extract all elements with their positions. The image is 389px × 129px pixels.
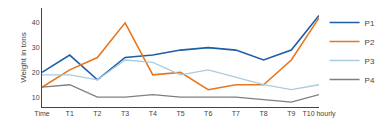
svg-text:Time: Time <box>34 110 49 117</box>
svg-text:T8: T8 <box>260 110 268 117</box>
svg-text:Weight in tons: Weight in tons <box>19 32 28 83</box>
svg-text:P4: P4 <box>365 76 375 85</box>
svg-text:T10 hourly: T10 hourly <box>302 110 336 118</box>
svg-text:T4: T4 <box>149 110 157 117</box>
svg-text:10: 10 <box>32 94 40 101</box>
svg-text:P3: P3 <box>365 57 375 66</box>
svg-text:P2: P2 <box>365 38 375 47</box>
svg-text:30: 30 <box>32 44 40 51</box>
svg-text:40: 40 <box>32 19 40 26</box>
svg-text:T5: T5 <box>176 110 184 117</box>
svg-text:T6: T6 <box>204 110 212 117</box>
svg-text:T1: T1 <box>66 110 74 117</box>
svg-text:T2: T2 <box>93 110 101 117</box>
svg-text:T9: T9 <box>287 110 295 117</box>
svg-text:P1: P1 <box>365 19 375 28</box>
svg-text:20: 20 <box>32 69 40 76</box>
svg-text:T3: T3 <box>121 110 129 117</box>
svg-text:T7: T7 <box>232 110 240 117</box>
